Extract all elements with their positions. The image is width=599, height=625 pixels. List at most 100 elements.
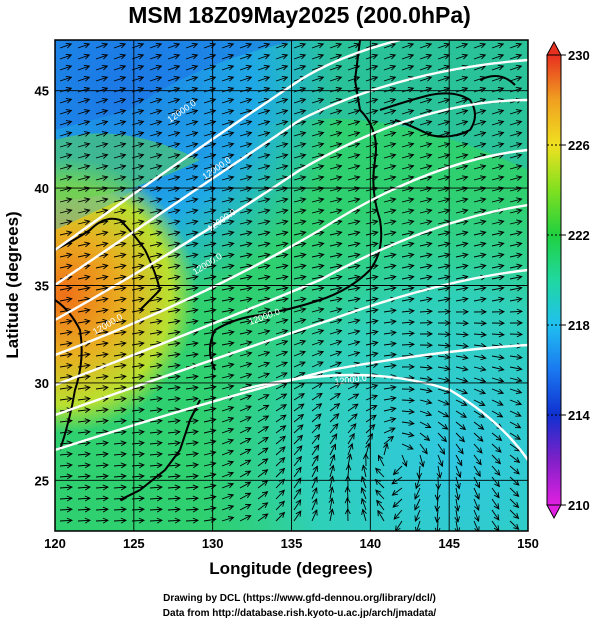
wind-arrow [455,476,461,490]
wind-arrow [419,98,433,104]
wind-arrow [221,493,235,500]
wind-arrow [329,164,343,170]
wind-arrow [257,120,271,126]
wind-arrow [167,440,181,447]
wind-arrow [473,120,487,126]
wind-arrow [419,153,433,159]
wind-arrow [95,208,109,215]
wind-arrow [239,53,253,60]
wind-arrow [401,319,415,326]
wind-arrow [491,365,505,372]
wind-arrow [473,296,487,303]
wind-arrow [149,385,163,391]
wind-arrow [221,471,235,478]
wind-arrow [383,219,397,226]
wind-arrow [95,374,109,380]
wind-arrow [293,413,305,423]
wind-arrow [365,318,379,325]
wind-arrow [59,374,73,380]
wind-arrow [347,423,357,434]
wind-arrow [455,208,469,215]
wind-arrow [311,208,325,215]
wind-arrow [491,197,505,204]
wind-arrow [239,427,252,434]
wind-arrow [113,451,127,458]
wind-arrow [311,509,318,522]
wind-arrow [473,197,487,204]
wind-arrow [293,296,307,303]
wind-arrow [257,458,269,467]
wind-arrow [347,432,355,445]
wind-arrow [509,377,523,383]
wind-arrow [383,230,397,237]
wind-arrow [59,363,73,369]
wind-arrow [329,131,343,137]
wind-arrow [185,175,199,181]
wind-arrow [257,75,271,82]
wind-arrow [329,109,343,115]
wind-arrow [275,383,288,390]
wind-arrow [437,274,451,281]
wind-arrow [239,405,252,412]
wind-arrow [509,142,523,148]
wind-arrow [383,64,397,71]
wind-arrow [329,274,343,281]
wind-arrow [167,175,181,181]
wind-arrow [347,351,361,357]
wind-arrow [311,454,319,467]
wind-arrow [347,442,354,456]
wind-arrow [473,388,487,395]
wind-arrow [239,120,253,126]
wind-arrow [311,219,325,226]
wind-arrow [149,329,163,336]
wind-arrow [473,487,480,500]
wind-arrow [221,482,235,489]
wind-arrow [185,451,199,458]
wind-arrow [437,331,451,338]
contour-label: 12000.0 [334,373,368,387]
wind-arrow [113,484,127,491]
wind-arrow [59,164,73,170]
wind-arrow [77,164,91,170]
wind-arrow [419,308,433,315]
wind-arrow [221,252,235,259]
wind-arrow [95,230,109,237]
wind-arrow [383,263,397,270]
wind-arrow [149,230,163,237]
wind-arrow [95,407,109,413]
wind-arrow [455,432,466,443]
wind-arrow [257,447,269,456]
wind-arrow [329,64,343,71]
wind-arrow [275,339,289,346]
wind-arrow [491,476,500,488]
wind-arrow [473,252,487,259]
wind-arrow [401,454,408,468]
wind-arrow [257,372,271,379]
wind-arrow [257,153,271,159]
wind-arrow [221,120,235,126]
wind-arrow [257,241,271,248]
wind-arrow [455,465,462,479]
wind-arrow [293,361,306,368]
wind-arrow [149,98,163,104]
wind-arrow [491,274,505,281]
wind-arrow [239,438,252,445]
wind-arrow [257,109,271,115]
wind-arrow [347,164,361,170]
wind-arrow [293,120,307,126]
wind-arrow [239,274,253,281]
wind-arrow [509,498,520,509]
wind-arrow [59,230,73,237]
wind-arrow [275,467,286,478]
wind-arrow [491,53,505,60]
wind-arrow [347,230,361,237]
wind-arrow [95,53,109,60]
wind-arrow [113,407,127,413]
wind-arrow [167,473,181,480]
wind-arrow [455,320,470,327]
wind-arrow [347,318,361,325]
wind-arrow [383,131,397,137]
wind-arrow [401,230,415,237]
wind-arrow [365,351,379,358]
wind-arrow [149,109,163,115]
